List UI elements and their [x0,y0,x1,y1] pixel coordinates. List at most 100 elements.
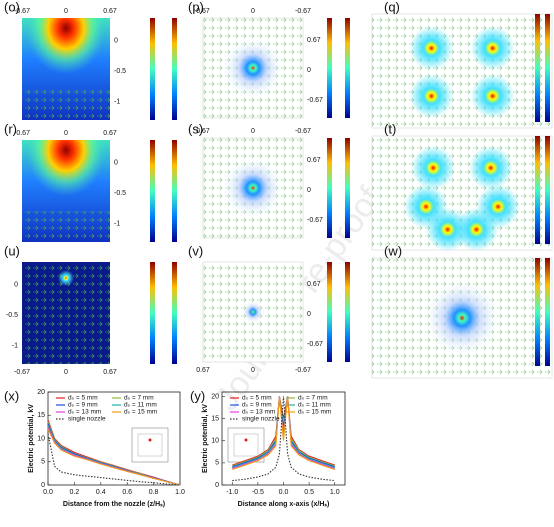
y-tick-label: 5 [41,459,45,466]
panel-label: (r) [4,121,17,136]
x-axis-label: Distance along x-axis (x/Hₛ) [238,501,330,508]
tick-label: 0 [251,367,255,374]
y-tick-label: 10 [211,438,219,445]
x-axis-label: Distance from the nozzle (z/Hₛ) [63,501,165,508]
field-spot [411,145,456,190]
tick-label: 0.67 [196,128,210,135]
y-tick-label: 20 [211,393,219,400]
legend-label: dₛ = 11 mm [298,402,331,409]
tick-label: -1 [114,98,120,105]
tick-label: -0.67 [295,8,311,15]
legend-label: dₛ = 13 mm [68,409,101,416]
y-tick-label: 0 [41,482,45,489]
series-line [232,396,335,482]
field-spot [241,300,265,324]
tick-label: 0 [251,128,255,135]
tick-label: 0.67 [103,130,117,137]
series-line [47,433,181,486]
tick-label: 0.67 [103,8,117,15]
tick-label: -0.67 [14,130,30,137]
colorbar [535,136,540,244]
panel-label: (q) [384,0,400,14]
legend-label: single nozzle [68,416,106,423]
tick-label: -0.67 [295,128,311,135]
series-line [47,428,181,486]
panel-label: (v) [188,243,203,258]
tick-label: 0 [64,369,68,376]
y-tick-label: 0 [215,482,219,489]
tick-label: -0.5 [114,190,126,197]
x-tick-label: 0.4 [96,489,106,496]
tick-label: -1 [12,342,18,349]
x-tick-label: 0.6 [122,489,132,496]
y-tick-label: 20 [37,389,45,396]
tick-label: 0 [114,159,118,166]
tick-label: -0.67 [14,8,30,15]
x-tick-label: 0.8 [149,489,159,496]
panel-label: (w) [384,243,402,258]
field-spot [221,156,285,220]
field-spot [422,278,502,358]
tick-label: -0.67 [14,369,30,376]
y-axis-label: Electric potential, kV [28,404,35,473]
inset-nozzle [148,438,152,442]
tick-label: 0 [307,67,311,74]
arrow-overlay [22,89,110,120]
tick-label: -1 [114,220,120,227]
colorbar [150,140,155,242]
tick-label: 0.67 [196,8,210,15]
legend-label: dₛ = 15 mm [298,409,331,416]
y-tick-label: 10 [37,435,45,442]
inset-domain [137,433,163,457]
panel-label: (o) [4,0,20,14]
tick-label: -0.67 [307,97,323,104]
colorbar [345,138,350,238]
legend-label: dₛ = 5 mm [242,395,272,402]
tick-label: -0.5 [114,68,126,75]
legend-label: dₛ = 13 mm [242,409,275,416]
panel-label: (u) [4,243,20,258]
panel-label: (p) [188,0,204,14]
legend-label: dₛ = 11 mm [124,402,157,409]
tick-label: 0 [251,8,255,15]
series-line [232,396,335,466]
legend-label: single nozzle [242,416,280,423]
x-tick-label: -1.0 [226,489,238,496]
field-spot [409,74,454,119]
inset [131,427,169,463]
legend-label: dₛ = 9 mm [242,402,272,409]
tick-label: 0 [114,37,118,44]
colorbar [327,138,332,238]
x-tick-label: 1.0 [330,489,340,496]
series-line [232,396,335,467]
legend-label: dₛ = 9 mm [68,402,98,409]
legend-label: dₛ = 5 mm [68,395,98,402]
legend-label: dₛ = 7 mm [124,395,154,402]
legend-label: dₛ = 7 mm [298,395,328,402]
inset-nozzle [244,438,248,442]
colorbar [345,18,350,118]
tick-label: 0.67 [307,157,321,164]
field-spot [454,207,499,252]
colorbar [545,14,550,122]
colorbar [535,14,540,122]
y-tick-label: 15 [37,412,45,419]
colorbar [545,136,550,244]
x-tick-label: 0.5 [304,489,314,496]
tick-label: 0 [307,187,311,194]
field-spot [58,270,74,286]
inset-domain [233,433,259,457]
colorbar [172,18,177,120]
panel-label: (y) [190,388,205,403]
panel-label: (t) [384,121,396,136]
field-spot [470,26,515,71]
colorbar [327,18,332,118]
field-spot [470,74,515,119]
colorbar [345,262,350,362]
series-line [232,396,335,471]
tick-label: -0.5 [6,312,18,319]
tick-label: -0.67 [295,367,311,374]
tick-label: 0 [307,311,311,318]
tick-label: -0.67 [307,341,323,348]
y-tick-label: 5 [215,460,219,467]
